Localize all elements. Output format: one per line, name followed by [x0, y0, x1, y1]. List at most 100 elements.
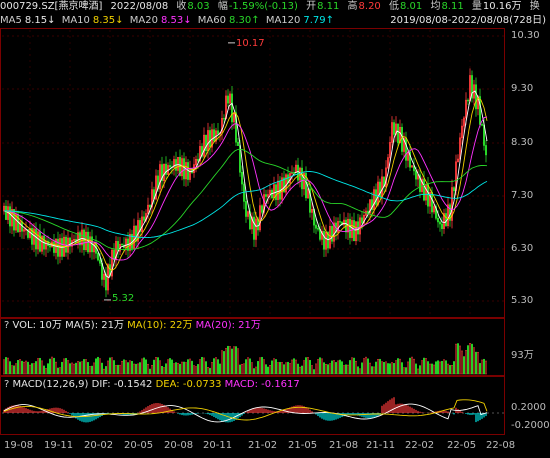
volume-bar	[409, 357, 411, 375]
candle-body	[121, 244, 124, 246]
candle-body	[165, 163, 168, 175]
candle-body	[396, 123, 399, 144]
volume-bar	[253, 368, 255, 375]
candle-body	[480, 124, 483, 126]
x-tick-4: 20-08	[164, 440, 194, 451]
volume-bar	[281, 362, 283, 375]
candle-body	[169, 165, 172, 168]
volume-bar	[97, 356, 99, 375]
volume-bar	[357, 366, 359, 375]
volume-bar	[27, 361, 29, 375]
candle-body	[227, 95, 230, 104]
candle-body	[181, 158, 184, 177]
volume-bar	[219, 363, 221, 375]
open-value: 8.11	[317, 1, 340, 12]
volume-bar	[293, 358, 295, 375]
volume-bar	[21, 360, 23, 375]
close-label: 收	[176, 1, 187, 12]
volume-bar	[157, 357, 159, 375]
change-label: 幅	[217, 1, 228, 12]
candle-body	[105, 273, 108, 291]
ma60-label: MA60	[197, 15, 226, 26]
volume-bar	[255, 366, 257, 375]
candle-body	[390, 122, 393, 143]
candle-body	[306, 188, 309, 199]
macd-dea: DEA: -0.0733	[155, 379, 222, 390]
candle-body	[398, 126, 401, 144]
candle-body	[22, 229, 25, 232]
volume-bar	[435, 361, 437, 375]
volume-bar	[429, 363, 431, 375]
candle-body	[85, 231, 88, 250]
candle-body	[368, 199, 371, 214]
volume-bar	[287, 361, 289, 375]
help-icon[interactable]: ?	[4, 320, 10, 331]
candle-body	[137, 220, 140, 242]
candle-body	[97, 252, 100, 261]
candle-body	[141, 216, 144, 232]
volume-bar	[23, 361, 25, 375]
volume-bar	[73, 363, 75, 375]
vol-ma5: MA(5): 21万	[65, 320, 124, 331]
volume-bar	[337, 360, 339, 375]
volume-bar	[107, 360, 109, 375]
candle-body	[430, 192, 433, 213]
price-tick-4: 6.30	[511, 243, 534, 254]
volume-bar	[121, 361, 123, 375]
volume-bar	[143, 357, 145, 375]
candle-body	[81, 229, 84, 246]
quote-header: 000729.SZ[燕京啤酒] 2022/08/08 收8.03 幅-1.59%…	[0, 0, 550, 14]
candle-body	[484, 145, 487, 156]
macd-legend: ? MACD(12,26,9) DIF: -0.1542 DEA: -0.073…	[4, 379, 300, 391]
x-tick-0: 19-08	[4, 440, 34, 451]
volume-bar	[105, 366, 107, 375]
candle-body	[408, 151, 411, 168]
volume-bar	[47, 363, 49, 375]
close-value: 8.03	[187, 1, 210, 12]
candle-body	[34, 228, 37, 250]
help-icon[interactable]: ?	[4, 379, 10, 390]
volume-bar	[241, 363, 243, 375]
volume-bar	[87, 362, 89, 375]
low-label: 低	[388, 1, 399, 12]
candle-body	[241, 171, 244, 185]
volume-bar	[115, 365, 117, 375]
candle-body	[374, 189, 377, 205]
avg-label: 均	[430, 1, 441, 12]
candle-body	[209, 130, 212, 148]
volume-bar	[343, 365, 345, 375]
candle-body	[422, 178, 425, 201]
candle-body	[129, 233, 132, 251]
price-tick-1: 9.30	[511, 83, 534, 94]
volume-bar	[171, 359, 173, 375]
candle-body	[151, 189, 154, 208]
volume-bar	[153, 359, 155, 375]
price-panel[interactable]	[0, 28, 505, 318]
volume-bar	[403, 367, 405, 375]
x-tick-1: 19-11	[44, 440, 74, 451]
candle-body	[414, 170, 417, 180]
candle-body	[201, 146, 204, 157]
macd-panel[interactable]	[0, 376, 505, 435]
volume-bar	[43, 365, 45, 375]
stock-code[interactable]: 000729.SZ[燕京啤酒]	[0, 1, 103, 12]
volume-bar	[397, 358, 399, 375]
candle-body	[370, 199, 373, 211]
candle-body	[231, 93, 234, 123]
volume-bar	[339, 359, 341, 375]
candle-body	[350, 220, 353, 238]
volume-bar	[307, 357, 309, 375]
candle-body	[258, 205, 261, 231]
volume-bar	[311, 365, 313, 375]
volume-bar	[25, 360, 27, 375]
volume-bar	[261, 356, 263, 375]
candle-body	[332, 222, 335, 242]
volume-panel[interactable]	[0, 318, 505, 376]
volume-bar	[423, 357, 425, 375]
volume-bar	[125, 360, 127, 375]
volume-bar	[461, 350, 463, 375]
volume-bar	[351, 357, 353, 375]
ma120-label: MA120	[265, 15, 301, 26]
volume-bar	[473, 347, 475, 375]
